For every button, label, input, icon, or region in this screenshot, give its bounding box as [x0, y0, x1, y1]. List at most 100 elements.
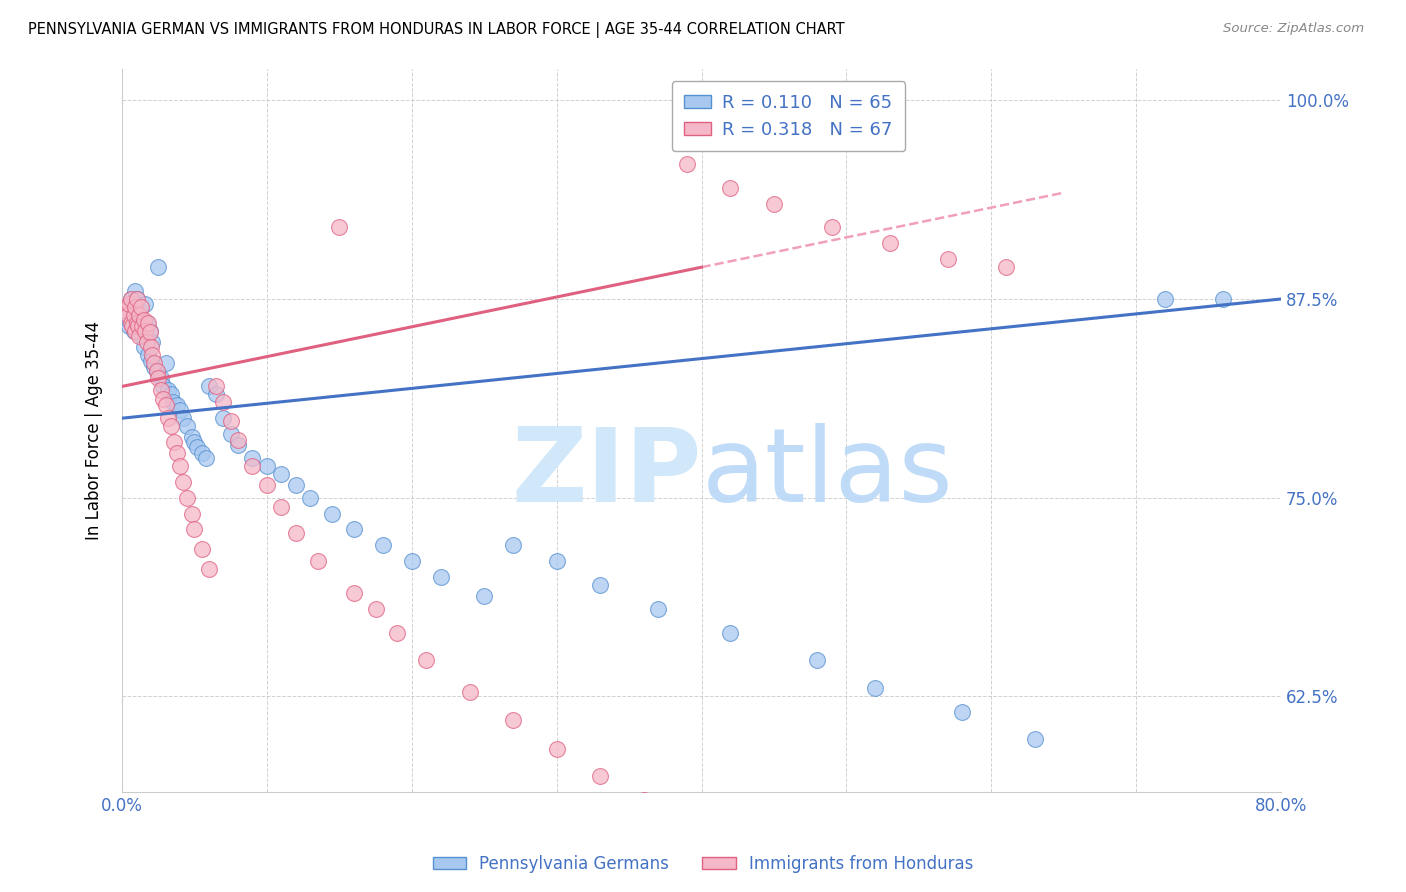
Point — [166, 399, 188, 413]
Text: ZIP: ZIP — [512, 423, 702, 524]
Point — [152, 392, 174, 406]
Point — [127, 318, 149, 333]
Text: PENNSYLVANIA GERMAN VS IMMIGRANTS FROM HONDURAS IN LABOR FORCE | AGE 35-44 CORRE: PENNSYLVANIA GERMAN VS IMMIGRANTS FROM H… — [28, 22, 845, 38]
Point — [1154, 292, 1177, 306]
Point — [155, 399, 177, 413]
Text: atlas: atlas — [702, 423, 953, 524]
Point — [647, 602, 669, 616]
Point — [129, 300, 152, 314]
Point — [198, 562, 221, 576]
Point — [205, 387, 228, 401]
Point — [307, 554, 329, 568]
Point — [136, 348, 159, 362]
Point — [125, 316, 148, 330]
Point — [343, 523, 366, 537]
Point — [157, 411, 180, 425]
Point — [879, 236, 901, 251]
Point — [115, 300, 138, 314]
Point — [117, 312, 139, 326]
Point — [172, 411, 194, 425]
Point — [458, 684, 481, 698]
Point — [163, 435, 186, 450]
Point — [139, 340, 162, 354]
Point — [138, 326, 160, 340]
Point — [136, 316, 159, 330]
Point — [190, 541, 212, 556]
Point — [270, 467, 292, 481]
Point — [212, 411, 235, 425]
Point — [270, 500, 292, 515]
Point — [343, 586, 366, 600]
Point — [131, 328, 153, 343]
Point — [328, 220, 350, 235]
Point — [122, 308, 145, 322]
Point — [176, 491, 198, 505]
Point — [1024, 732, 1046, 747]
Point — [502, 538, 524, 552]
Point — [429, 570, 451, 584]
Point — [205, 379, 228, 393]
Point — [633, 792, 655, 806]
Point — [157, 383, 180, 397]
Point — [141, 348, 163, 362]
Point — [172, 475, 194, 489]
Point — [150, 383, 173, 397]
Point — [321, 507, 343, 521]
Point — [226, 434, 249, 448]
Point — [242, 450, 264, 465]
Point — [256, 458, 278, 473]
Point — [806, 653, 828, 667]
Point — [127, 308, 149, 322]
Point — [994, 260, 1017, 275]
Point — [131, 318, 153, 333]
Point — [128, 308, 150, 322]
Point — [190, 446, 212, 460]
Point — [546, 554, 568, 568]
Point — [284, 478, 307, 492]
Legend: R = 0.110   N = 65, R = 0.318   N = 67: R = 0.110 N = 65, R = 0.318 N = 67 — [672, 81, 905, 152]
Point — [120, 292, 142, 306]
Point — [242, 458, 264, 473]
Point — [148, 371, 170, 385]
Point — [121, 318, 143, 333]
Point — [502, 713, 524, 727]
Point — [865, 681, 887, 696]
Point — [142, 360, 165, 375]
Point — [219, 414, 242, 428]
Point — [821, 220, 844, 235]
Point — [226, 438, 249, 452]
Point — [195, 450, 218, 465]
Point — [135, 316, 157, 330]
Point — [284, 525, 307, 540]
Point — [139, 354, 162, 368]
Point — [146, 363, 169, 377]
Point — [155, 355, 177, 369]
Point — [135, 334, 157, 349]
Point — [762, 196, 785, 211]
Point — [720, 180, 742, 194]
Point — [118, 297, 141, 311]
Point — [160, 387, 183, 401]
Y-axis label: In Labor Force | Age 35-44: In Labor Force | Age 35-44 — [86, 320, 103, 540]
Point — [115, 303, 138, 318]
Point — [124, 324, 146, 338]
Point — [180, 430, 202, 444]
Point — [589, 769, 612, 783]
Point — [936, 252, 959, 267]
Point — [180, 507, 202, 521]
Point — [169, 458, 191, 473]
Point — [950, 705, 973, 719]
Point — [152, 379, 174, 393]
Point — [125, 316, 148, 330]
Point — [256, 478, 278, 492]
Point — [120, 316, 142, 330]
Point — [387, 625, 409, 640]
Point — [128, 318, 150, 333]
Point — [162, 395, 184, 409]
Point — [125, 292, 148, 306]
Point — [142, 355, 165, 369]
Legend: Pennsylvania Germans, Immigrants from Honduras: Pennsylvania Germans, Immigrants from Ho… — [426, 848, 980, 880]
Point — [117, 308, 139, 322]
Point — [183, 523, 205, 537]
Point — [132, 312, 155, 326]
